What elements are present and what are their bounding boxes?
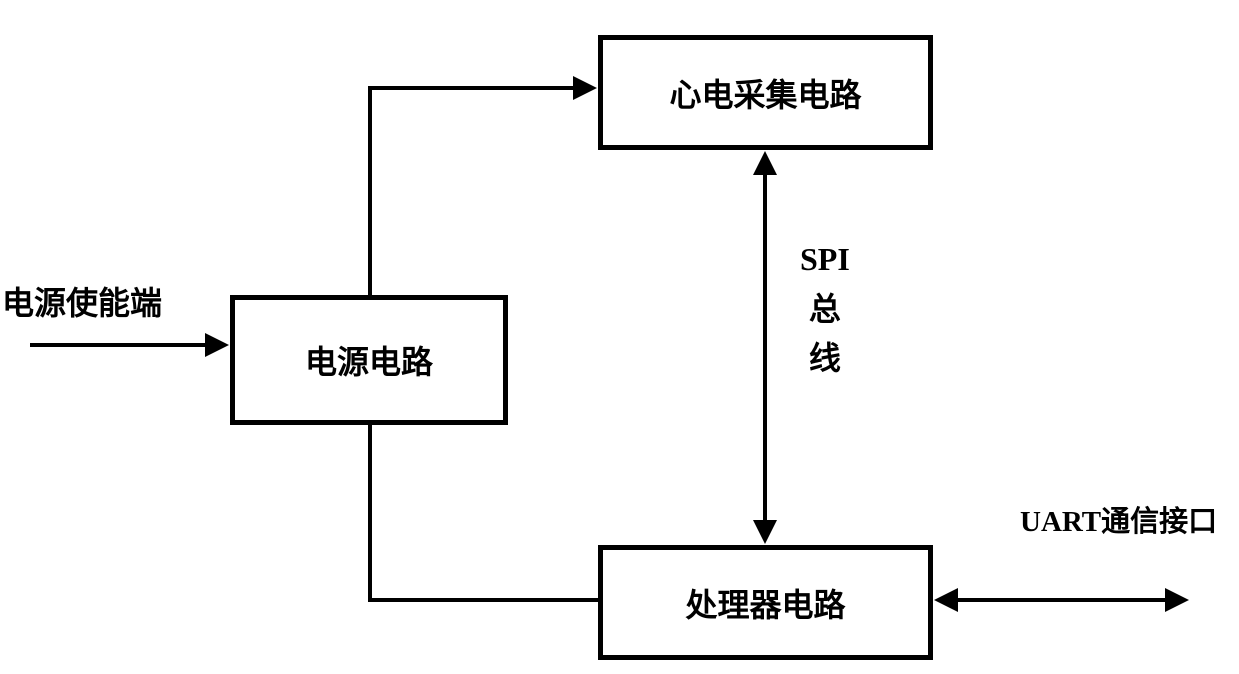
label-spi-bus: SPI 总 线 [800, 235, 850, 384]
node-ecg-label: 心电采集电路 [669, 70, 861, 116]
node-processor-label: 处理器电路 [685, 580, 845, 626]
edge-power_to_processor [370, 425, 598, 600]
label-power-enable: 电源使能端 [2, 278, 162, 324]
node-power-label: 电源电路 [305, 337, 433, 383]
node-processor-circuit: 处理器电路 [598, 545, 933, 660]
node-ecg-circuit: 心电采集电路 [598, 35, 933, 150]
edge-power_to_ecg [370, 88, 593, 295]
node-power-circuit: 电源电路 [230, 295, 508, 425]
label-uart: UART通信接口 [1020, 498, 1217, 540]
